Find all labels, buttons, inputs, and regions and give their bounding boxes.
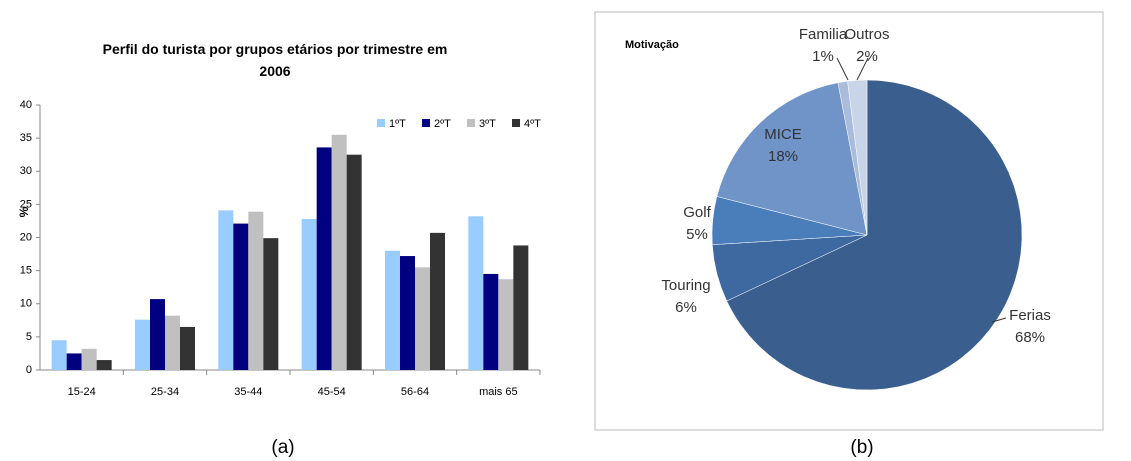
chart-title: Perfil do turista por grupos etários por…	[102, 41, 448, 79]
legend-label: 4ºT	[524, 118, 541, 130]
legend-swatch	[467, 119, 475, 127]
leader-line	[856, 57, 869, 81]
pie-slice	[726, 79, 1023, 391]
y-tick-label: 10	[20, 298, 32, 310]
bar	[51, 340, 67, 370]
y-tick-label: 5	[26, 331, 32, 343]
bar	[66, 353, 82, 370]
slice-value-label: 1%	[812, 48, 834, 65]
legend-swatch	[512, 119, 520, 127]
bar	[483, 273, 499, 370]
y-tick-label: 35	[20, 132, 32, 144]
legend-label: 2ºT	[434, 118, 451, 130]
bar	[150, 299, 165, 370]
bar	[400, 256, 415, 370]
y-axis-label: %	[17, 206, 31, 217]
slice-value-label: 2%	[856, 48, 878, 65]
slice-label: Familia	[799, 26, 848, 43]
slice-label: Golf	[683, 204, 711, 221]
bar	[135, 319, 150, 370]
bar	[218, 210, 234, 370]
x-tick-label: 35-44	[234, 386, 262, 398]
slice-value-label: 5%	[686, 226, 708, 243]
y-tick-label: 20	[20, 231, 32, 243]
bar	[468, 216, 484, 370]
bar	[385, 250, 400, 370]
legend-label: 3ºT	[479, 118, 496, 130]
leader-line	[991, 317, 1007, 323]
slice-label: Ferias	[1009, 307, 1051, 324]
bar	[165, 315, 180, 370]
bar	[415, 267, 430, 370]
legend-swatch	[377, 119, 385, 127]
leader-line	[836, 57, 849, 81]
pie-slice	[847, 79, 868, 236]
bar	[233, 223, 249, 370]
y-tick-label: 0	[26, 364, 32, 376]
slice-value-label: 18%	[768, 148, 798, 165]
bar	[316, 147, 332, 370]
x-tick-label: 25-34	[151, 386, 179, 398]
pie-slice	[716, 82, 868, 236]
bar	[81, 348, 97, 370]
y-tick-label: 30	[20, 165, 32, 177]
bar	[263, 238, 279, 370]
pie-frame	[594, 11, 1104, 431]
bar	[430, 232, 445, 370]
slice-label: MICE	[764, 126, 802, 143]
slice-label: Touring	[661, 277, 710, 294]
bar	[96, 360, 112, 370]
bar	[331, 134, 347, 370]
slice-label: Outros	[844, 26, 889, 43]
slice-value-label: 68%	[1015, 329, 1045, 346]
y-tick-label: 25	[20, 198, 32, 210]
bar	[301, 218, 317, 370]
legend-label: 1ºT	[389, 118, 406, 130]
bar	[346, 154, 362, 370]
bar	[513, 245, 529, 370]
bar	[498, 279, 514, 370]
bar	[248, 211, 264, 370]
x-tick-label: mais 65	[479, 386, 518, 398]
slice-value-label: 6%	[675, 299, 697, 316]
caption: (b)	[850, 437, 873, 458]
y-tick-label: 40	[20, 99, 32, 111]
x-tick-label: 15-24	[68, 386, 96, 398]
y-tick-label: 15	[20, 265, 32, 277]
caption: (a)	[271, 437, 294, 458]
x-tick-label: 56-64	[401, 386, 429, 398]
x-tick-label: 45-54	[318, 386, 346, 398]
pie-title: Motivação	[625, 39, 679, 51]
legend-swatch	[422, 119, 430, 127]
bar	[180, 326, 195, 370]
